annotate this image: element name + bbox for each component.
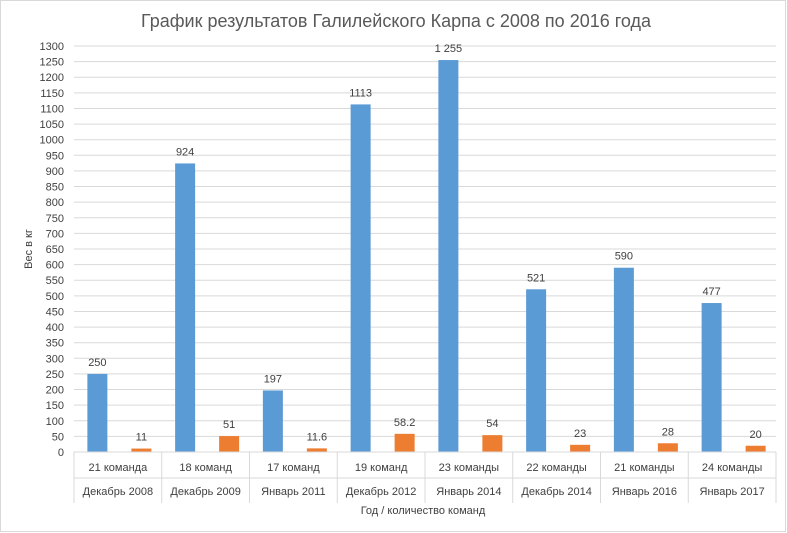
data-label: 1 255 bbox=[435, 43, 463, 55]
y-tick-label: 250 bbox=[46, 369, 64, 381]
y-tick-label: 500 bbox=[46, 291, 64, 303]
x-tick-label-date: Декабрь 2012 bbox=[346, 486, 416, 498]
x-tick-label-date: Январь 2014 bbox=[436, 486, 501, 498]
y-tick-label: 200 bbox=[46, 385, 64, 397]
y-tick-label: 900 bbox=[46, 166, 64, 178]
x-tick-label-teams: 18 команд bbox=[179, 462, 232, 474]
y-tick-label: 950 bbox=[46, 150, 64, 162]
x-axis-title: Год / количество команд bbox=[361, 505, 486, 517]
data-label: 23 bbox=[574, 428, 586, 440]
data-label: 51 bbox=[223, 419, 235, 431]
y-tick-label: 150 bbox=[46, 400, 64, 412]
bar-series-2 bbox=[131, 448, 152, 452]
data-label: 28 bbox=[662, 426, 674, 438]
y-tick-label: 850 bbox=[46, 182, 64, 194]
x-tick-label-teams: 22 команды bbox=[526, 462, 587, 474]
x-tick-label-teams: 21 команды bbox=[614, 462, 675, 474]
y-tick-label: 550 bbox=[46, 275, 64, 287]
data-label: 197 bbox=[264, 373, 282, 385]
bar-series-2 bbox=[745, 445, 766, 452]
y-tick-label: 0 bbox=[58, 447, 64, 459]
y-tick-label: 800 bbox=[46, 197, 64, 209]
y-tick-label: 50 bbox=[52, 431, 64, 443]
y-axis-ticks: 0 50 100 150 200 250 300 350 400 450 500 550 600 650 7… bbox=[40, 41, 64, 459]
bar-series-2 bbox=[482, 435, 503, 452]
bar-series-1 bbox=[87, 373, 108, 452]
y-tick-label: 600 bbox=[46, 260, 64, 272]
bar-series-2 bbox=[306, 448, 327, 452]
x-tick-label-date: Январь 2011 bbox=[261, 486, 325, 498]
bar-series-1 bbox=[350, 104, 371, 452]
bar-series-1 bbox=[701, 303, 722, 452]
x-tick-label-date: Декабрь 2009 bbox=[170, 486, 240, 498]
bar-series-2 bbox=[570, 444, 591, 452]
bar-series-1 bbox=[526, 289, 547, 452]
x-tick-label-teams: 24 команды bbox=[702, 462, 763, 474]
y-tick-label: 1050 bbox=[40, 119, 64, 131]
data-label: 1113 bbox=[349, 87, 372, 99]
y-tick-label: 1000 bbox=[40, 135, 64, 147]
x-tick-label-teams: 17 команд bbox=[267, 462, 320, 474]
data-label: 54 bbox=[486, 418, 498, 430]
y-tick-label: 350 bbox=[46, 338, 64, 350]
y-tick-label: 400 bbox=[46, 322, 64, 334]
data-label: 58.2 bbox=[394, 417, 415, 429]
data-label: 11.6 bbox=[307, 431, 328, 443]
data-labels: 250 924 197 1113 1 255 521 590 477 11 51 11.6 58.2 5… bbox=[88, 43, 762, 444]
bar-series-2 bbox=[657, 443, 678, 452]
y-tick-label: 100 bbox=[46, 416, 64, 428]
bar-series-1 bbox=[438, 60, 459, 453]
data-label: 11 bbox=[136, 432, 147, 444]
data-label: 477 bbox=[702, 286, 720, 298]
x-tick-label-teams: 21 команда bbox=[89, 462, 149, 474]
bar-series-1 bbox=[262, 390, 283, 452]
y-tick-label: 750 bbox=[46, 213, 64, 225]
data-label: 924 bbox=[176, 146, 194, 158]
y-tick-label: 1200 bbox=[40, 72, 64, 84]
y-axis-title: Вес в кг bbox=[23, 229, 35, 269]
data-label: 590 bbox=[615, 251, 633, 263]
y-tick-label: 1250 bbox=[40, 57, 64, 69]
x-tick-label-teams: 23 команды bbox=[439, 462, 500, 474]
chart-title: График результатов Галилейского Карпа с … bbox=[141, 11, 652, 31]
y-tick-label: 1100 bbox=[40, 103, 64, 115]
x-tick-label-date: Декабрь 2014 bbox=[521, 486, 591, 498]
bar-series-2 bbox=[219, 436, 240, 452]
y-tick-label: 650 bbox=[46, 244, 64, 256]
bar-series-1 bbox=[175, 163, 196, 453]
x-tick-label-date: Декабрь 2008 bbox=[83, 486, 153, 498]
data-label: 521 bbox=[527, 272, 545, 284]
y-tick-label: 450 bbox=[46, 306, 64, 318]
data-label: 250 bbox=[88, 357, 106, 369]
bars bbox=[87, 60, 766, 453]
bar-series-2 bbox=[394, 433, 415, 452]
y-tick-label: 1300 bbox=[40, 41, 64, 53]
y-tick-label: 700 bbox=[46, 228, 64, 240]
x-tick-label-date: Январь 2017 bbox=[700, 486, 765, 498]
x-tick-label-teams: 19 команд bbox=[355, 462, 408, 474]
x-axis: 21 команда Декабрь 2008 18 команд Декабрь 2… bbox=[73, 451, 777, 503]
data-label: 20 bbox=[750, 429, 762, 441]
bar-series-1 bbox=[613, 267, 634, 452]
x-tick-label-date: Январь 2016 bbox=[612, 486, 677, 498]
y-tick-label: 300 bbox=[46, 353, 64, 365]
y-tick-label: 1150 bbox=[40, 88, 64, 100]
